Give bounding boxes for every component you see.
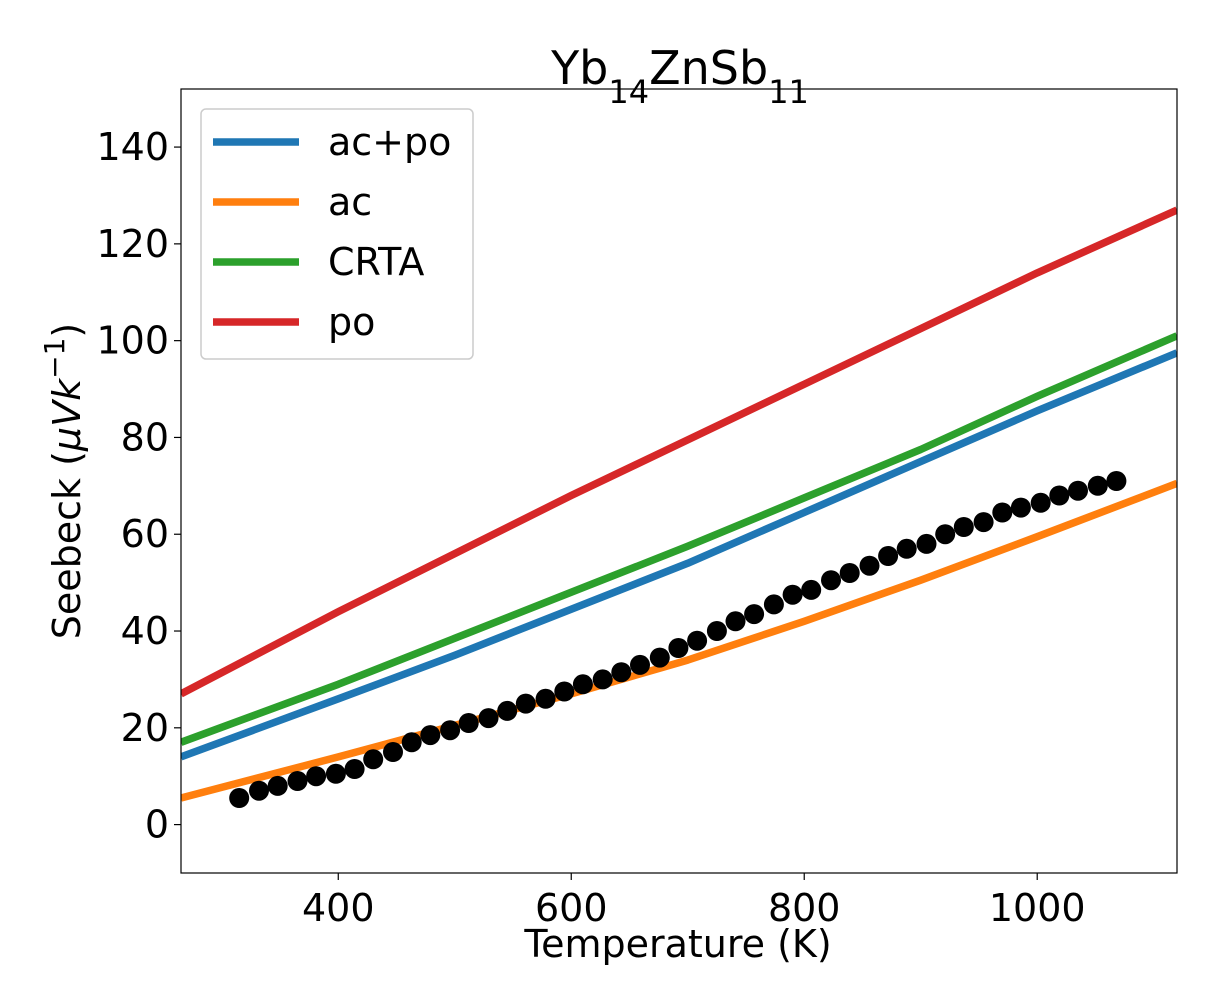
legend-label-ac: ac — [328, 180, 372, 224]
data-point — [440, 720, 461, 741]
legend-label-po: po — [328, 300, 375, 344]
data-point — [515, 693, 536, 714]
data-point — [896, 538, 917, 559]
data-point — [763, 594, 784, 615]
data-point — [801, 579, 822, 600]
x-tick-label: 800 — [768, 886, 841, 930]
data-point — [287, 771, 308, 791]
data-point — [458, 713, 479, 733]
data-point — [306, 766, 327, 787]
data-point — [878, 546, 899, 566]
data-point — [1030, 492, 1051, 513]
legend: ac+po ac CRTA po — [200, 108, 474, 360]
x-tick-label: 1000 — [989, 886, 1086, 930]
y-axis-label: Seebeck (μVk−1) — [38, 323, 90, 640]
y-tick-label: 80 — [121, 415, 169, 459]
data-point — [497, 700, 518, 721]
data-point — [973, 512, 994, 533]
data-point — [1068, 480, 1088, 501]
y-tick-label: 140 — [96, 125, 169, 169]
data-point — [554, 681, 575, 702]
y-tick-label: 20 — [121, 706, 169, 750]
data-point — [859, 555, 880, 576]
data-point — [344, 759, 365, 779]
data-point — [383, 742, 403, 762]
data-point — [782, 584, 803, 605]
data-point — [267, 775, 288, 796]
data-point — [916, 533, 937, 554]
data-point — [687, 630, 708, 651]
x-axis-label: Temperature (K) — [523, 922, 831, 966]
data-point — [630, 654, 650, 675]
data-point — [744, 604, 765, 625]
data-point — [478, 708, 499, 729]
legend-box — [200, 108, 474, 360]
data-point — [649, 647, 670, 668]
data-point — [839, 563, 860, 583]
chart-title: Yb14ZnSb11 — [550, 41, 809, 111]
data-point — [706, 621, 727, 641]
data-point — [992, 502, 1013, 523]
data-point — [535, 688, 556, 709]
x-tick-label: 600 — [535, 886, 608, 930]
series-line-ac+po — [181, 349, 1177, 761]
data-point — [572, 674, 593, 695]
data-point — [821, 570, 841, 591]
y-tick-label: 60 — [121, 512, 169, 556]
data-point — [1087, 475, 1108, 496]
data-point — [592, 669, 613, 690]
data-point — [249, 780, 269, 801]
data-point — [325, 763, 346, 784]
data-point — [1049, 485, 1070, 506]
data-point — [1010, 497, 1031, 518]
x-tick-label: 400 — [302, 886, 375, 930]
data-point — [611, 662, 632, 683]
y-tick-label: 120 — [96, 222, 169, 266]
data-point — [420, 725, 441, 746]
y-tick-label: 100 — [96, 319, 169, 363]
plot-area — [181, 206, 1177, 808]
y-tick-label: 0 — [145, 803, 169, 847]
data-point — [668, 638, 689, 658]
data-point — [935, 524, 956, 545]
data-point — [953, 517, 974, 537]
y-tick-label: 40 — [121, 609, 169, 653]
plot-frame — [180, 88, 1178, 874]
series-line-ac — [181, 479, 1177, 802]
axis-ticks: 400 600 800 1000 0 20 40 60 80 100 120 140 — [96, 125, 1085, 930]
data-point — [1106, 471, 1127, 491]
data-point — [363, 749, 384, 770]
legend-label-ac+po: ac+po — [328, 120, 451, 164]
series-line-po — [181, 206, 1177, 698]
data-point — [229, 788, 250, 808]
legend-label-CRTA: CRTA — [328, 240, 424, 284]
data-point — [725, 611, 746, 632]
data-point — [401, 732, 422, 753]
series-line-CRTA — [181, 332, 1177, 746]
